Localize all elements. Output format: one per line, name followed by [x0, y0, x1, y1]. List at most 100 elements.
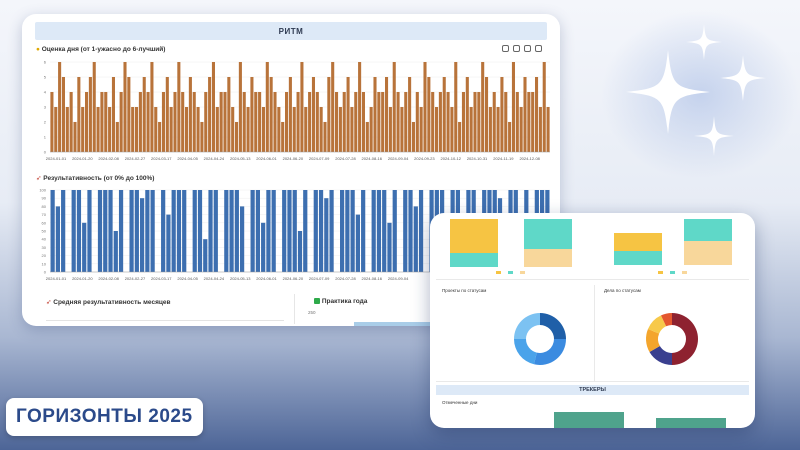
day-rating-bar[interactable]: [492, 92, 496, 152]
day-rating-bar[interactable]: [273, 92, 277, 152]
performance-bar[interactable]: [208, 190, 213, 272]
day-rating-bar[interactable]: [258, 92, 262, 152]
day-rating-bar[interactable]: [188, 77, 192, 152]
performance-bar[interactable]: [292, 190, 297, 272]
day-rating-bar[interactable]: [169, 107, 173, 152]
day-rating-bar[interactable]: [292, 107, 296, 152]
day-rating-bar[interactable]: [231, 107, 235, 152]
performance-bar[interactable]: [392, 190, 397, 272]
performance-bar[interactable]: [134, 190, 139, 272]
day-rating-bar[interactable]: [219, 92, 223, 152]
performance-bar[interactable]: [255, 190, 260, 272]
day-rating-bar[interactable]: [377, 92, 381, 152]
fullscreen-icon[interactable]: [535, 45, 542, 52]
day-rating-bar[interactable]: [473, 92, 477, 152]
performance-bar[interactable]: [55, 206, 60, 272]
day-rating-bar[interactable]: [227, 77, 231, 152]
performance-bar[interactable]: [145, 190, 150, 272]
performance-bar[interactable]: [103, 190, 108, 272]
day-rating-bar[interactable]: [65, 107, 69, 152]
day-rating-bar[interactable]: [365, 122, 369, 152]
day-rating-bar[interactable]: [150, 62, 154, 152]
day-rating-bar[interactable]: [235, 122, 239, 152]
day-rating-bar[interactable]: [485, 77, 489, 152]
performance-bar[interactable]: [318, 190, 324, 272]
day-rating-bar[interactable]: [200, 122, 204, 152]
day-rating-bar[interactable]: [531, 92, 535, 152]
day-rating-bar[interactable]: [323, 122, 327, 152]
day-rating-bar[interactable]: [411, 122, 415, 152]
performance-bar[interactable]: [403, 190, 408, 272]
day-rating-bar[interactable]: [523, 77, 527, 152]
day-rating-bar[interactable]: [73, 122, 77, 152]
day-rating-bar[interactable]: [115, 122, 119, 152]
performance-bar[interactable]: [224, 190, 229, 272]
day-rating-bar[interactable]: [277, 107, 281, 152]
day-rating-bar[interactable]: [50, 92, 54, 152]
day-rating-bar[interactable]: [504, 92, 508, 152]
day-rating-bar[interactable]: [58, 62, 62, 152]
performance-bar[interactable]: [229, 190, 234, 272]
day-rating-bar[interactable]: [265, 62, 269, 152]
day-rating-bar[interactable]: [535, 77, 539, 152]
day-rating-bar[interactable]: [442, 77, 446, 152]
performance-bar[interactable]: [171, 190, 176, 272]
day-rating-bar[interactable]: [81, 107, 85, 152]
day-rating-bar[interactable]: [369, 107, 373, 152]
day-rating-bar[interactable]: [338, 107, 342, 152]
performance-bar[interactable]: [282, 190, 287, 272]
day-rating-bar[interactable]: [331, 62, 335, 152]
performance-bar[interactable]: [87, 190, 92, 272]
day-rating-bar[interactable]: [108, 107, 112, 152]
performance-bar[interactable]: [261, 222, 266, 272]
day-rating-bar[interactable]: [400, 107, 404, 152]
performance-bar[interactable]: [166, 214, 171, 272]
day-rating-bar[interactable]: [477, 92, 481, 152]
performance-bar[interactable]: [76, 190, 82, 272]
day-rating-bar[interactable]: [161, 92, 165, 152]
performance-bar[interactable]: [266, 190, 271, 272]
day-rating-bar[interactable]: [285, 92, 289, 152]
day-rating-bar[interactable]: [131, 107, 135, 152]
day-rating-bar[interactable]: [181, 92, 185, 152]
day-rating-bar[interactable]: [304, 107, 308, 152]
performance-bar[interactable]: [418, 190, 424, 272]
performance-bar[interactable]: [61, 190, 66, 272]
day-rating-bar[interactable]: [431, 92, 435, 152]
day-rating-bar[interactable]: [488, 107, 492, 152]
performance-bar[interactable]: [50, 190, 55, 272]
projects-donut-chart[interactable]: [460, 299, 600, 377]
performance-bar[interactable]: [345, 190, 350, 272]
day-rating-bar[interactable]: [546, 107, 550, 152]
day-rating-bar[interactable]: [208, 77, 212, 152]
day-rating-bar[interactable]: [358, 62, 362, 152]
day-rating-chart[interactable]: 0 1 2 3 4 5 6 2024-01-01 2024-01-20 2024-02-08 202…: [28, 58, 558, 170]
day-rating-bar[interactable]: [350, 107, 354, 152]
day-rating-bar[interactable]: [281, 122, 285, 152]
day-rating-bar[interactable]: [435, 107, 439, 152]
performance-bar[interactable]: [340, 190, 345, 272]
performance-bar[interactable]: [250, 190, 255, 272]
day-rating-bar[interactable]: [146, 92, 150, 152]
day-rating-bar[interactable]: [88, 77, 92, 152]
performance-bar[interactable]: [150, 190, 155, 272]
day-rating-bar[interactable]: [392, 62, 396, 152]
performance-bar[interactable]: [140, 198, 145, 272]
day-rating-bar[interactable]: [438, 92, 442, 152]
day-rating-bar[interactable]: [100, 92, 104, 152]
day-rating-bar[interactable]: [500, 77, 504, 152]
performance-bar[interactable]: [113, 231, 118, 272]
day-rating-bar[interactable]: [111, 77, 115, 152]
performance-bar[interactable]: [97, 190, 103, 272]
day-rating-bar[interactable]: [135, 107, 139, 152]
day-rating-bar[interactable]: [154, 107, 158, 152]
performance-bar[interactable]: [182, 190, 187, 272]
performance-bar[interactable]: [271, 190, 276, 272]
performance-bar[interactable]: [82, 222, 87, 272]
day-rating-bar[interactable]: [77, 77, 81, 152]
day-rating-bar[interactable]: [508, 122, 512, 152]
day-rating-bar[interactable]: [315, 92, 319, 152]
performance-bar[interactable]: [197, 190, 203, 272]
day-rating-bar[interactable]: [138, 92, 142, 152]
day-rating-bar[interactable]: [223, 92, 227, 152]
